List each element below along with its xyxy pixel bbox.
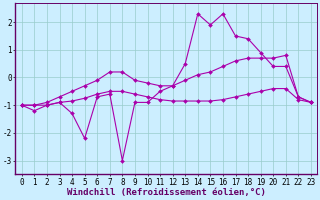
X-axis label: Windchill (Refroidissement éolien,°C): Windchill (Refroidissement éolien,°C) (67, 188, 266, 197)
